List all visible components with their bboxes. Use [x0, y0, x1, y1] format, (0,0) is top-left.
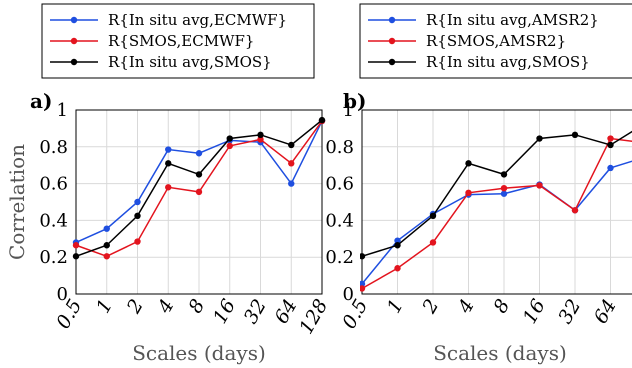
data-point: [195, 171, 203, 178]
data-point: [360, 285, 366, 292]
x-tick-label: 16: [519, 296, 550, 328]
data-point: [607, 141, 614, 149]
x-tick-label: 128: [295, 296, 332, 338]
x-tick-label: 1: [92, 296, 117, 317]
data-point: [288, 160, 295, 167]
data-point: [500, 185, 508, 192]
y-tick-label: 0.8: [39, 137, 68, 158]
data-point: [103, 225, 110, 232]
data-point: [226, 142, 233, 150]
x-tick-label: 2: [418, 296, 444, 318]
data-point: [257, 131, 264, 139]
legend-entry: R{SMOS,AMSR2}: [426, 32, 566, 50]
panel-label: b): [343, 89, 366, 113]
axes-box: [75, 109, 323, 295]
data-point: [394, 237, 401, 244]
x-tick-label: 32: [554, 296, 585, 328]
legend-marker: [388, 16, 396, 24]
legend-entry: R{SMOS,ECMWF}: [108, 32, 254, 50]
y-tick-label: 0.2: [39, 247, 68, 268]
data-point: [607, 135, 614, 142]
data-point: [72, 242, 80, 249]
legend-entry: R{In situ avg,SMOS}: [108, 53, 272, 71]
legend-entry: R{In situ avg,SMOS}: [426, 53, 590, 71]
y-tick-label: 1: [343, 100, 354, 121]
axes-box: [361, 109, 632, 295]
x-tick-label: 4: [153, 296, 179, 318]
data-point: [103, 253, 110, 260]
x-axis-label: Scales (days): [132, 341, 266, 365]
plot-area: [360, 109, 632, 295]
legend-marker: [70, 37, 78, 45]
data-point: [165, 184, 172, 191]
chart-panel-b: 00.20.40.60.810.5 1 2 4 8 16 32 64b)Scales (day…: [325, 3, 632, 365]
data-point: [500, 190, 508, 197]
data-point: [257, 136, 264, 143]
y-tick-label: 0.6: [39, 174, 68, 195]
x-axis-label: Scales (days): [433, 341, 567, 365]
data-point: [536, 135, 543, 142]
data-point: [465, 160, 472, 167]
data-point: [226, 135, 233, 142]
panel-label: a): [30, 89, 52, 113]
legend: R{In situ avg,ECMWF} R{SMOS,ECMWF} R{In si…: [41, 3, 315, 79]
data-point: [536, 182, 543, 189]
legend-marker: [388, 37, 396, 45]
data-point: [571, 207, 579, 214]
x-tick-label: 32: [240, 296, 271, 328]
y-tick-label: 0: [343, 284, 354, 305]
data-point: [195, 150, 203, 157]
x-tick-label: 64: [590, 296, 621, 328]
data-point: [607, 164, 614, 172]
data-point: [571, 131, 579, 139]
legend-marker: [388, 58, 396, 66]
y-axis-label: Correlation: [5, 144, 29, 260]
y-tick-label: 0.6: [325, 174, 354, 195]
data-point: [465, 189, 472, 196]
y-tick-label: 0.8: [325, 137, 354, 158]
data-point: [429, 212, 437, 219]
y-tick-label: 0: [57, 284, 68, 305]
data-point: [394, 265, 401, 272]
data-point: [134, 198, 141, 206]
x-tick-label: 1: [383, 296, 408, 317]
data-point: [72, 253, 80, 260]
legend-entry: R{In situ avg,AMSR2}: [426, 11, 599, 29]
data-point: [429, 239, 437, 246]
x-tick-label: 16: [209, 296, 240, 328]
data-point: [165, 146, 172, 153]
data-point: [394, 242, 401, 249]
x-tick-label: 2: [122, 296, 148, 318]
data-point: [500, 171, 508, 178]
legend-marker: [70, 16, 78, 24]
y-tick-label: 0.4: [325, 210, 354, 231]
y-tick-label: 0.4: [39, 210, 68, 231]
plot-area: [72, 109, 326, 295]
series-line-2: [361, 137, 632, 290]
x-tick-label: 8: [184, 296, 209, 317]
data-point: [318, 116, 326, 124]
data-point: [134, 238, 141, 245]
data-point: [288, 141, 295, 149]
data-point: [134, 212, 141, 219]
y-tick-label: 1: [57, 100, 68, 121]
data-point: [360, 253, 366, 260]
data-point: [288, 180, 295, 187]
y-tick-label: 0.2: [325, 247, 354, 268]
x-tick-label: 8: [489, 296, 514, 317]
data-point: [195, 188, 203, 196]
data-point: [165, 160, 172, 167]
chart-panel-a: 00.20.40.60.810.5 1 2 4 8 16 32 64128a)Correlat…: [5, 3, 332, 365]
x-tick-label: 4: [453, 296, 479, 318]
legend: R{In situ avg,AMSR2} R{SMOS,AMSR2} R{In si…: [359, 3, 632, 79]
legend-marker: [70, 58, 78, 66]
legend-entry: R{In situ avg,ECMWF}: [108, 11, 287, 29]
data-point: [103, 242, 110, 249]
